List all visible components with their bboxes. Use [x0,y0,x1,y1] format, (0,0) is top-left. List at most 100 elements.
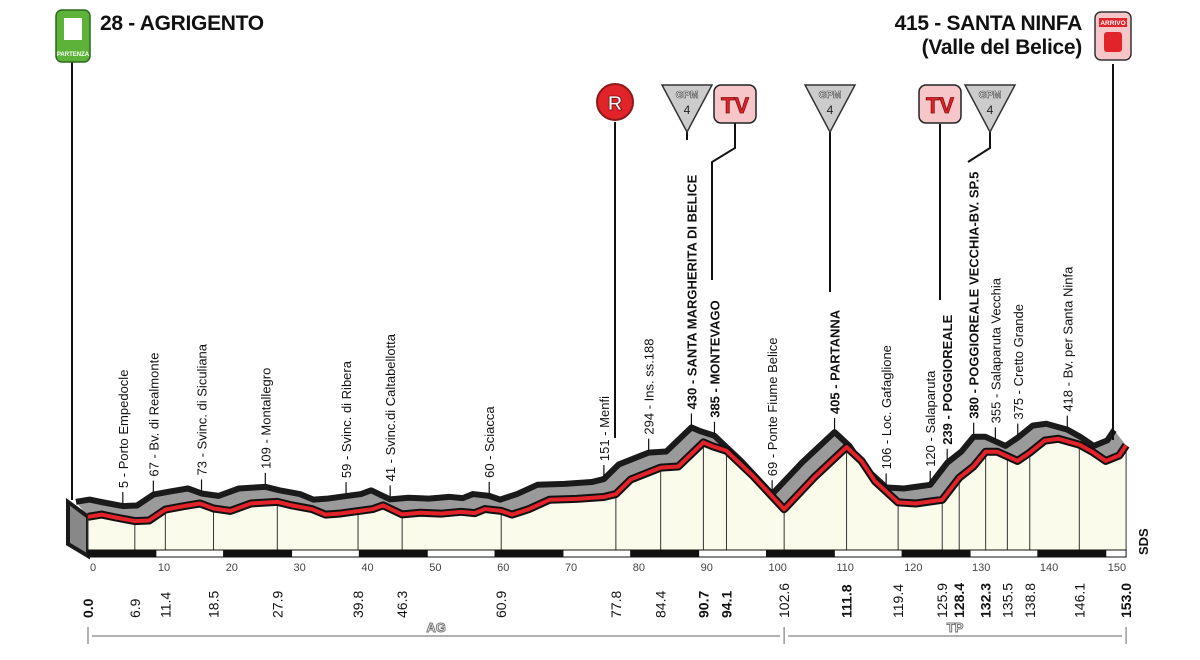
km-mark-label: 111.8 [839,584,855,618]
marker-connector [711,122,736,280]
marker-connector [967,132,991,163]
x-tick-label: 140 [1040,562,1058,574]
start-badge-label: PARTENZA [57,52,90,58]
x-tick-label: 70 [565,562,577,574]
gpm-marker-icon [660,84,714,134]
km-mark-label: 135.5 [999,583,1015,618]
province-label: AG [426,620,446,635]
profile-layer [66,420,1130,560]
waypoint-label: 73 - Svinc. di Siculiana [195,343,210,475]
x-tick-label: 10 [158,562,170,574]
distance-bar-segment [969,549,1039,558]
waypoint-label: 106 - Loc. Gafaglione [879,345,894,469]
gpm-category: 4 [827,103,834,117]
km-mark-label: 18.5 [206,591,222,618]
x-tick-label: 130 [972,562,990,574]
waypoint-label: 430 - SANTA MARGHERITA DI BELICE [684,174,699,409]
gpm-label: GPM [819,90,842,101]
checkered-flag-icon [64,18,82,40]
distance-bar-segment [901,549,971,558]
tv-marker-icon [713,84,757,124]
province-label: TP [947,620,964,635]
waypoint-label: 5 - Porto Empedocle [116,370,131,489]
x-tick-label: 150 [1108,562,1126,574]
km-mark-label: 125.9 [934,583,950,618]
km-mark-label: 46.3 [394,591,410,618]
gpm-marker-icon [963,84,1017,134]
waypoint-label: 69 - Ponte Fiume Belice [765,338,780,477]
distance-bar-segment [562,549,632,558]
x-tick-label: 80 [633,562,645,574]
x-tick-label: 100 [769,562,787,574]
r-marker-label: R [608,93,623,115]
km-mark-label: 90.7 [695,591,711,618]
waypoint-label: 151 - Menfi [597,396,612,461]
km-mark-label: 39.8 [350,591,366,618]
distance-bar-segment [223,549,293,558]
km-mark-label: 128.4 [951,583,967,618]
km-mark-label: 6.9 [127,598,143,618]
x-tick-label: 0 [90,562,96,574]
km-mark-label: 77.8 [608,591,624,618]
distance-bar-segment [766,549,835,558]
km-mark-label: 138.8 [1022,583,1038,618]
waypoint-label: 67 - Bv. di Realmonte [146,353,161,477]
badges-layer: PARTENZA ARRIVO [55,9,1132,63]
waypoint-label: 294 - Ins. ss.188 [642,338,657,434]
km-mark-label: 0.0 [80,598,96,618]
finish-line-icon [1104,32,1122,52]
waypoint-label: 109 - Montallegro [258,368,273,469]
x-tick-label: 90 [701,562,713,574]
waypoint-label: 59 - Svinc. di Ribera [339,360,354,478]
finish-town: 415 - SANTA NINFA [894,12,1083,35]
x-tick-label: 120 [904,562,922,574]
finish-badge-banner [1099,18,1127,27]
tv-marker-icon [918,84,962,124]
x-tick-label: 60 [497,562,509,574]
km-mark-label: 60.9 [493,591,509,618]
waypoint-label: 380 - POGGIOREALE VECCHIA-BV. SP.5 [967,172,982,419]
profile-area [88,438,1127,550]
distance-bar-segment [155,549,225,558]
distance-bar-segment [494,549,564,558]
km-mark-label: 153.0 [1118,583,1134,618]
gpm-label: GPM [979,90,1002,101]
distance-bar-segment [1037,549,1107,558]
km-mark-label: 11.4 [157,592,173,618]
waypoint-label: 418 - Bv. per Santa Ninfa [1060,266,1075,412]
profile-shadow-edge [75,420,1117,510]
distance-bar-segment [833,549,903,558]
waypoint-label: 41 - Svinc.di Caltabellotta [383,333,398,481]
markers-layer: R GPM 4 TV GPM 4 TV GPM 4 [71,62,1114,500]
route-line [87,436,1128,524]
x-tick-label: 110 [836,562,854,574]
r-marker-icon [596,83,634,121]
waypoint-label: 120 - Salaparuta [923,370,938,467]
km-mark-label: 102.6 [776,583,792,618]
km-axis: 0 10 20 30 40 50 60 70 80 90 100 110 120 130 140 150 0.0… [80,528,1151,644]
distance-bar-segment [1105,549,1127,558]
gpm-category: 4 [987,103,994,117]
km-mark-label: 94.1 [718,591,734,618]
waypoint-label: 375 - Cretto Grande [1011,304,1026,420]
km-mark-label: 146.1 [1071,583,1087,618]
distance-bar-segment [87,549,157,558]
finish-subtitle: (Valle del Belice) [921,36,1083,59]
km-mark-label: 27.9 [269,591,285,618]
waypoint-labels: 5 - Porto Empedocle 67 - Bv. di Realmonte… [116,172,1075,505]
gpm-category: 4 [684,103,691,117]
km-mark-label: 132.3 [978,583,994,618]
tv-marker-label: TV [721,93,749,118]
waypoint-label: 355 - Salaparuta Vecchia [988,277,1003,423]
gpm-marker-icon [803,84,857,134]
distance-bar-segment [698,549,768,558]
distance-bar-segment [358,549,428,558]
distance-bar-segment [630,549,700,558]
waypoint-label: 60 - Sciacca [482,406,497,478]
gpm-label: GPM [676,90,699,101]
x-tick-label: 20 [226,562,238,574]
distance-bar-segment [291,549,360,558]
finish-title: 415 - SANTA NINFA (Valle del Belice) [894,12,1083,60]
finish-badge-label: ARRIVO [1100,20,1125,27]
